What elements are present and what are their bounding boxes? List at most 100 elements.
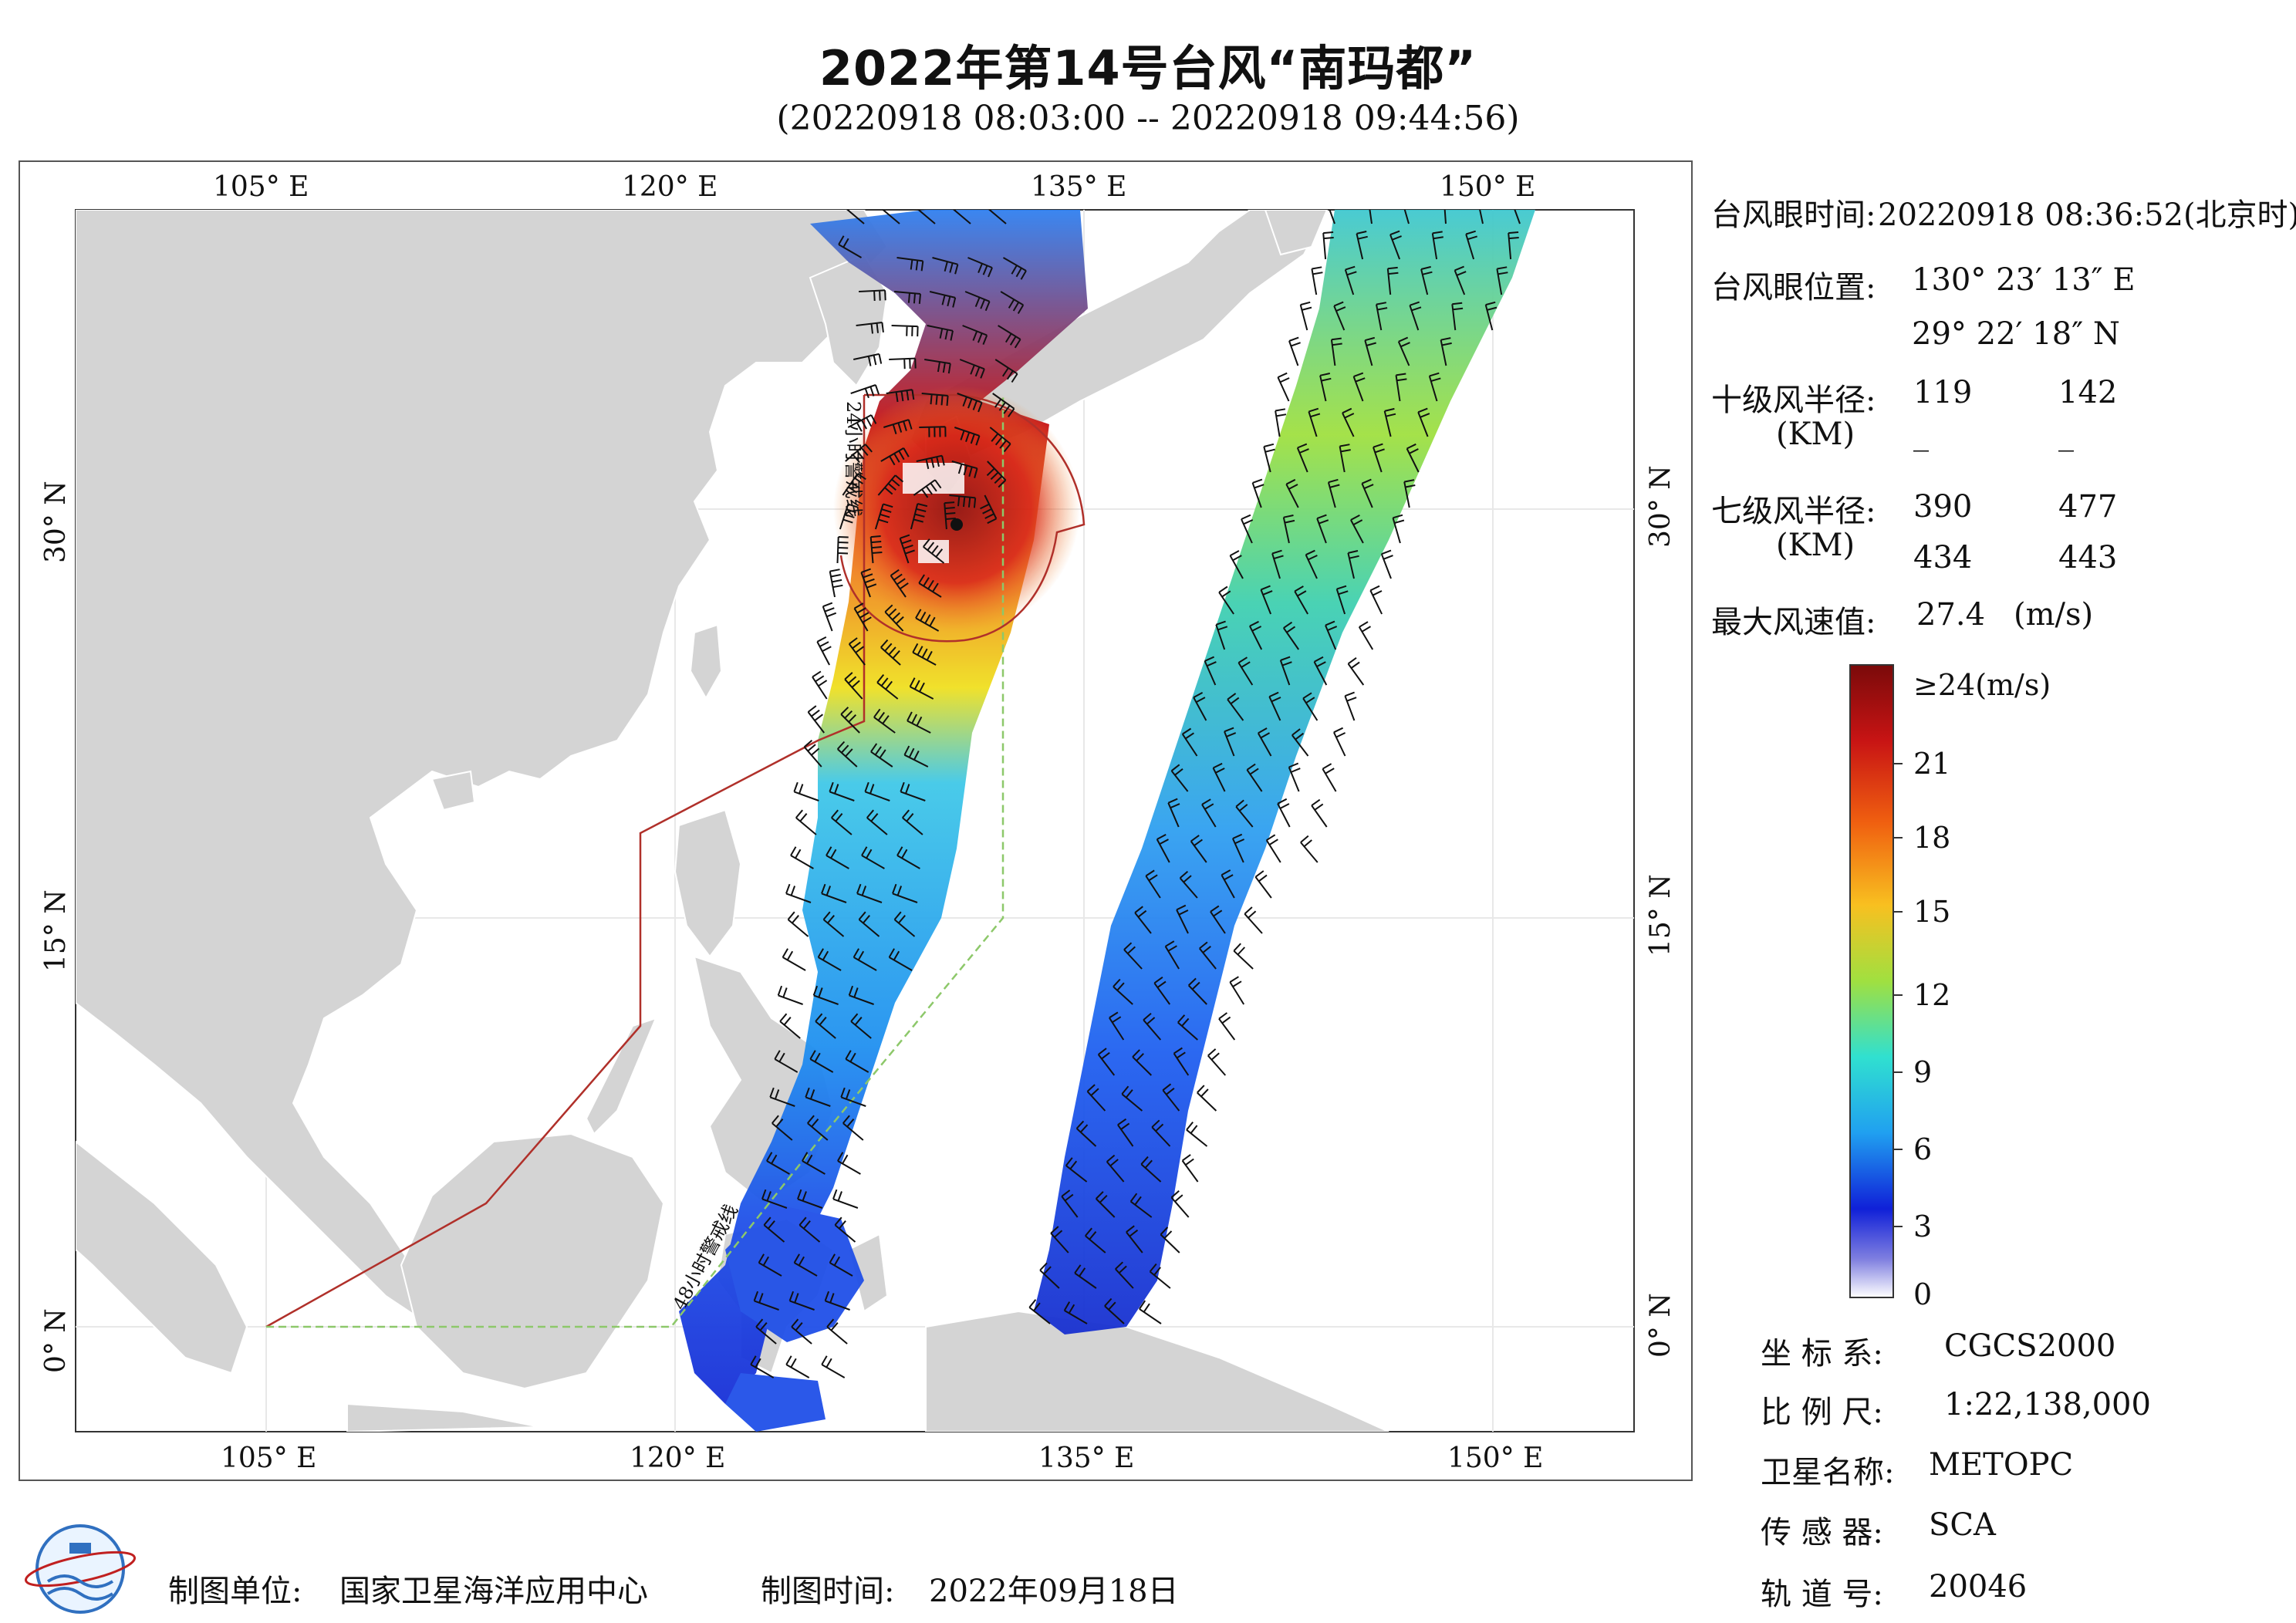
wind-barb [1268,691,1281,721]
wind-barb [769,1087,795,1107]
wind-barb [1311,798,1328,828]
wind-barb [1106,1154,1125,1183]
wind-barb [1167,798,1180,828]
r7-label: 七级风半径: [1711,494,1876,529]
wind-barb [1249,620,1263,650]
wind-barb [1231,833,1245,863]
wind-barb [994,359,1018,383]
producer-label: 制图单位: [168,1574,302,1609]
wind-barb [774,1050,799,1073]
orbit-value: 20046 [1929,1569,2028,1604]
lat-label-right-15: 15° N [1645,874,1676,957]
wind-barb [1140,1156,1162,1183]
wind-barb [1237,656,1254,686]
wind-barb [816,636,832,666]
wind-barb [822,911,845,937]
wind-barb [1373,443,1385,473]
wind-barb [1406,443,1420,473]
wind-barb [822,602,837,632]
wind-barb [793,1254,818,1277]
colorbar-label-21: 21 [1913,747,1951,781]
wind-barb [1181,727,1198,757]
wind-barb [1305,549,1318,579]
wind-barb [807,1115,829,1141]
r7-sw: 434 [1913,540,1973,575]
wind-barb [1149,1263,1171,1289]
wind-barb [1151,1119,1171,1147]
wind-barb [1260,585,1273,615]
wind-barb [1392,514,1405,544]
wind-barb [869,535,883,564]
wind-barb [1190,835,1207,863]
wind-barb [959,359,985,379]
wind-barb [988,210,1007,224]
wind-barb [1361,478,1374,508]
wind-barb [891,325,919,337]
wind-barb [1132,1049,1153,1076]
wind-barb [1302,692,1319,721]
wind-barb [1134,906,1152,934]
wind-barb [1173,1047,1190,1076]
wind-barb [1344,691,1357,721]
warning-48h-line [266,395,1004,1328]
wind-barb [812,985,839,1005]
wind-barb [951,461,978,478]
wind-barb [932,257,959,275]
wind-barb [883,419,913,434]
wind-barb [1275,408,1287,437]
wind-barb [1330,337,1342,366]
wind-barb [923,538,945,564]
wind-barb [832,1189,859,1209]
wind-barb [840,1087,866,1107]
wind-barb [1204,656,1217,686]
eye-time-label: 台风眼时间: [1711,197,1876,233]
wind-barb [809,1050,834,1073]
wind-barb [899,534,915,564]
wind-barb [1113,978,1133,1005]
wind-barb [954,427,981,446]
wind-barb [1201,798,1217,828]
wind-barb [1299,301,1312,331]
wind-barb [1277,798,1291,828]
wind-barb [1179,871,1198,899]
crs-value: CGCS2000 [1944,1328,2116,1364]
wind-barb [850,384,880,399]
wind-barb [777,985,803,1005]
wind-barb [1257,727,1272,757]
wind-barb [856,883,883,903]
wind-barb [918,574,942,598]
production-time-value: 2022年09月18日 [929,1574,1179,1609]
max-wind-label: 最大风速值: [1711,605,1876,640]
wind-barb [1075,1120,1097,1147]
colorbar-label-12: 12 [1913,978,1951,1012]
wind-barb [1254,870,1272,899]
wind-barb [1508,231,1519,260]
wind-barb [839,503,859,530]
colorbar-label-9: 9 [1913,1055,1933,1089]
wind-barb [1344,265,1357,295]
wind-barb [980,494,998,525]
wind-barb [1241,514,1254,544]
wind-barb [1347,656,1365,686]
wind-barb [1097,1048,1116,1076]
wind-barb [874,503,893,530]
eye-position-label: 台风眼位置: [1711,270,1876,305]
wind-barb [1187,977,1207,1005]
max-wind-unit: (m/s) [2014,597,2094,633]
wind-barb [1177,1014,1198,1041]
wind-barb [953,210,971,224]
wind-barb [1431,231,1443,260]
satellite-label: 卫星名称: [1761,1455,1895,1490]
warning-24h-label: 24小时警戒线 [842,401,864,518]
wind-barb [758,1254,782,1277]
wind-barb [1162,1083,1180,1112]
wind-barb [817,948,842,971]
wind-barb [1153,976,1171,1005]
wind-barb [1115,1261,1134,1289]
wind-barb [889,357,917,369]
wind-barb [915,609,940,632]
wind-barb [1221,869,1235,899]
wind-barb [1003,257,1027,280]
wind-barb [846,210,865,224]
wind-barb [1451,302,1464,331]
